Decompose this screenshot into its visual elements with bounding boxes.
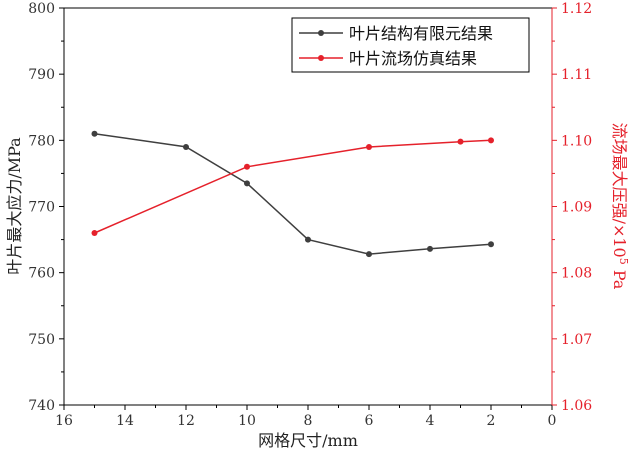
- y-left-tick-label: 790: [28, 67, 55, 83]
- x-tick-label: 10: [238, 413, 256, 429]
- y-right-tick-label: 1.11: [561, 67, 592, 83]
- legend-label-cfd: 叶片流场仿真结果: [349, 49, 477, 68]
- data-point-fem: [183, 143, 189, 150]
- legend-box: [291, 17, 530, 73]
- x-tick-label: 16: [55, 413, 73, 429]
- y-right-tick-label: 1.07: [561, 332, 592, 348]
- y-left-tick-label: 770: [28, 200, 55, 216]
- legend-marker-fem: [318, 30, 324, 36]
- legend: 叶片结构有限元结果 叶片流场仿真结果: [291, 17, 530, 73]
- y-right-tick-label: 1.10: [561, 133, 592, 149]
- data-point-fem: [366, 251, 372, 258]
- y-right-tick-label: 1.09: [561, 200, 592, 216]
- x-tick-label: 2: [487, 413, 496, 429]
- x-tick-label: 14: [116, 413, 134, 429]
- series-line-cfd: [94, 139, 492, 234]
- x-tick-label: 0: [548, 413, 557, 429]
- y-axis-right-title: 流场最大压强/×105 Pa: [610, 123, 629, 290]
- x-tick-label: 4: [426, 413, 435, 429]
- y-axis-left-title: 叶片最大应力/MPa: [5, 137, 24, 275]
- data-point-cfd: [488, 137, 494, 144]
- legend-marker-cfd: [318, 55, 324, 61]
- y-right-tick-label: 1.08: [561, 266, 592, 282]
- data-point-cfd: [244, 163, 250, 170]
- data-point-fem: [427, 245, 433, 252]
- y-right-tick-label: 1.06: [561, 398, 592, 414]
- y-axis-right-title-exponent: 5: [617, 258, 629, 265]
- y-left-tick-label: 780: [28, 133, 55, 149]
- data-point-fem: [305, 236, 311, 243]
- x-tick-label: 12: [177, 413, 195, 429]
- axes-layer: 16 14 12 10 8 6 4 2 0 740 750 760 770 780 790 800 1.06 1.…: [28, 1, 592, 429]
- data-point-cfd: [366, 143, 372, 150]
- legend-label-fem: 叶片结构有限元结果: [349, 24, 493, 43]
- data-point-cfd: [91, 229, 98, 236]
- data-point-cfd: [457, 138, 464, 145]
- y-axis-right-title-prefix: 流场最大压强/×10: [610, 123, 629, 258]
- y-left-tick-label: 800: [28, 1, 55, 17]
- y-left-tick-label: 750: [28, 332, 55, 348]
- data-point-fem: [244, 180, 250, 187]
- x-tick-label: 8: [304, 413, 313, 429]
- x-axis-title: 网格尺寸/mm: [258, 431, 358, 450]
- series-line-fem: [94, 132, 492, 255]
- y-right-tick-label: 1.12: [561, 1, 592, 17]
- data-point-fem: [91, 130, 98, 137]
- y-axis-right-title-unit: Pa: [610, 265, 629, 290]
- y-left-tick-label: 760: [28, 266, 55, 282]
- x-tick-label: 6: [365, 413, 374, 429]
- data-point-fem: [488, 241, 494, 248]
- series-layer: [91, 130, 494, 258]
- y-left-tick-label: 740: [28, 398, 55, 414]
